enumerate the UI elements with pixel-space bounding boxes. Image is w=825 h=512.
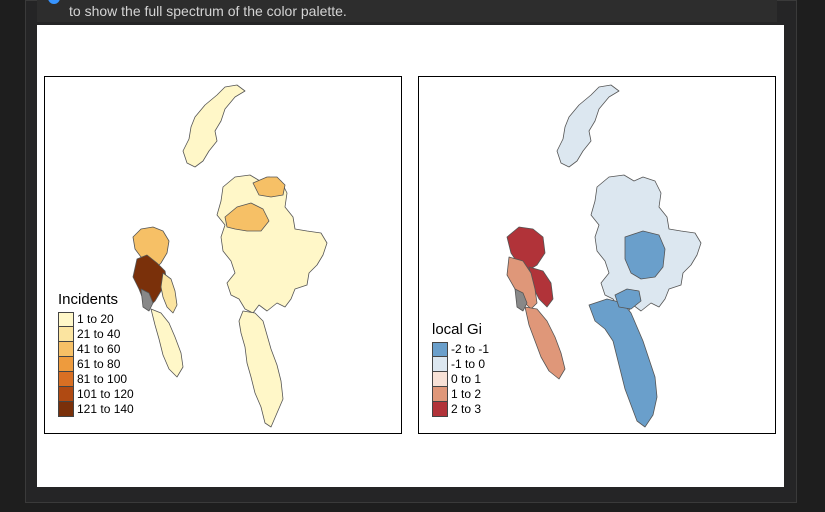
gi-region-west-salmon [506, 256, 538, 310]
incidents-legend-swatch [58, 387, 74, 402]
incidents-legend-swatch [58, 372, 74, 387]
region-central-mid-orange [224, 202, 270, 232]
gi-region-north [556, 84, 620, 168]
local-gi-legend-label: -2 to -1 [451, 342, 490, 356]
region-west-upper [132, 226, 170, 270]
gi-region-west-gray [514, 288, 528, 312]
incidents-legend-item: 61 to 80 [58, 357, 134, 372]
gi-region-blue-link [614, 288, 642, 310]
local-gi-map [506, 84, 702, 428]
region-south [238, 310, 284, 428]
local-gi-legend-swatch [432, 357, 448, 372]
incidents-legend-label: 41 to 60 [77, 342, 121, 356]
incidents-legend-swatch [58, 312, 74, 327]
incidents-legend-swatch [58, 327, 74, 342]
incidents-legend: Incidents 1 to 20 21 to 40 41 to 60 61 to 8… [58, 291, 134, 417]
local-gi-legend-item: -2 to -1 [432, 342, 489, 357]
incidents-legend-label: 81 to 100 [77, 372, 128, 386]
local-gi-legend-swatch [432, 387, 448, 402]
local-gi-legend-title: local Gi [432, 321, 483, 338]
incidents-legend-item: 21 to 40 [58, 327, 134, 342]
caption-bar [37, 0, 777, 22]
gi-region-central-blue [624, 230, 666, 280]
incidents-legend-label: 121 to 140 [77, 402, 134, 416]
incidents-legend-swatch [58, 402, 74, 417]
incidents-legend-item: 101 to 120 [58, 387, 134, 402]
incidents-legend-label: 1 to 20 [77, 312, 114, 326]
local-gi-legend-item: -1 to 0 [432, 357, 489, 372]
caption-text: to show the full spectrum of the color p… [69, 3, 347, 19]
incidents-legend-label: 21 to 40 [77, 327, 121, 341]
gi-region-west-lower [524, 306, 566, 380]
info-icon [48, 0, 60, 4]
incidents-legend-item: 121 to 140 [58, 402, 134, 417]
incidents-legend-item: 81 to 100 [58, 372, 134, 387]
region-central-north-orange [252, 176, 286, 198]
incidents-legend-label: 101 to 120 [77, 387, 134, 401]
plot-figure: Incidents 1 to 20 21 to 40 41 to 60 61 to 8… [37, 25, 784, 487]
local-gi-legend-swatch [432, 342, 448, 357]
incidents-legend-swatch [58, 342, 74, 357]
region-north [182, 84, 246, 168]
incidents-map-panel: Incidents 1 to 20 21 to 40 41 to 60 61 to 8… [44, 76, 402, 434]
local-gi-legend-swatch [432, 372, 448, 387]
local-gi-legend-item: 0 to 1 [432, 372, 489, 387]
local-gi-legend-item: 1 to 2 [432, 387, 489, 402]
local-gi-legend-label: 2 to 3 [451, 402, 482, 416]
region-west-lower [150, 308, 184, 378]
incidents-map [132, 84, 328, 428]
gi-region-south-blue [588, 298, 658, 428]
incidents-legend-title: Incidents [58, 291, 119, 308]
region-west-mid [160, 272, 178, 314]
local-gi-legend-swatch [432, 402, 448, 417]
local-gi-legend-item: 2 to 3 [432, 402, 489, 417]
local-gi-legend-label: 1 to 2 [451, 387, 482, 401]
region-west-gray [140, 288, 154, 312]
incidents-legend-swatch [58, 357, 74, 372]
incidents-legend-item: 41 to 60 [58, 342, 134, 357]
incidents-legend-item: 1 to 20 [58, 312, 134, 327]
incidents-legend-label: 61 to 80 [77, 357, 121, 371]
local-gi-legend-label: -1 to 0 [451, 357, 486, 371]
local-gi-legend-label: 0 to 1 [451, 372, 482, 386]
